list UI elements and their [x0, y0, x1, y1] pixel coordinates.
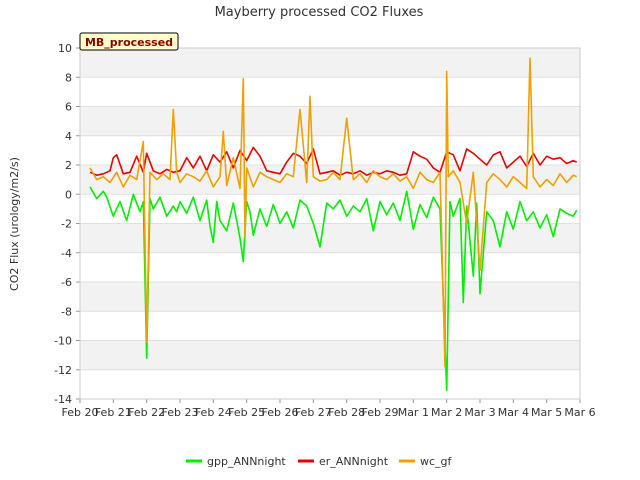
- mb-processed-badge: MB_processed: [79, 32, 179, 51]
- y-tick-label: -14: [54, 393, 72, 406]
- x-tick-label: Mar 2: [431, 406, 462, 419]
- x-tick-label: Feb 20: [62, 406, 99, 419]
- x-tick-label: Mar 1: [398, 406, 429, 419]
- x-tick-label: Feb 23: [162, 406, 199, 419]
- grid-band: [80, 223, 580, 253]
- series-line-gpp-annnight: [89, 186, 578, 392]
- x-tick-label: Feb 27: [295, 406, 332, 419]
- y-tick-label: -10: [54, 335, 72, 348]
- legend-label: wc_gf: [420, 455, 453, 468]
- chart-title: Mayberry processed CO2 Fluxes: [215, 5, 424, 20]
- x-tick-label: Feb 22: [128, 406, 165, 419]
- legend: gpp_ANNnight er_ANNnight wc_gf: [186, 455, 453, 468]
- grid-band: [80, 282, 580, 312]
- x-tick-label: Mar 3: [464, 406, 495, 419]
- y-tick-label: -2: [61, 218, 72, 231]
- x-tick-label: Feb 28: [328, 406, 365, 419]
- y-tick-label: 8: [65, 71, 72, 84]
- y-tick-label: -12: [54, 364, 72, 377]
- badge-label: MB_processed: [85, 36, 173, 49]
- x-tick-label: Feb 21: [95, 406, 132, 419]
- x-tick-label: Feb 26: [262, 406, 299, 419]
- x-tick-label: Feb 25: [228, 406, 265, 419]
- series-line-er-annnight: [89, 146, 578, 176]
- y-axis: -14 -12 -10 -8 -6 -4 -2 0 2 4 6 8 10: [54, 42, 80, 406]
- plot-background: [80, 48, 580, 370]
- x-tick-label: Feb 29: [362, 406, 399, 419]
- grid-band: [80, 340, 580, 370]
- x-tick-label: Mar 6: [564, 406, 595, 419]
- y-tick-label: 2: [65, 159, 72, 172]
- x-tick-label: Feb 24: [195, 406, 232, 419]
- y-tick-label: 6: [65, 101, 72, 114]
- plot-border: [79, 47, 581, 400]
- series-line-wc-gf: [89, 57, 578, 368]
- x-tick-label: Mar 5: [531, 406, 562, 419]
- x-tick-label: Mar 4: [498, 406, 529, 419]
- legend-label: er_ANNnight: [319, 455, 389, 468]
- y-tick-label: -8: [61, 305, 72, 318]
- legend-label: gpp_ANNnight: [207, 455, 286, 468]
- y-axis-label: CO2 Flux (urology/m2/s): [8, 157, 21, 291]
- y-tick-label: -6: [61, 276, 72, 289]
- y-tick-label: 10: [58, 42, 72, 55]
- grid-band: [80, 165, 580, 195]
- data-series: [89, 57, 578, 392]
- grid-band: [80, 48, 580, 78]
- y-tick-label: -4: [61, 247, 72, 260]
- y-tick-label: 0: [65, 188, 72, 201]
- y-tick-label: 4: [65, 130, 72, 143]
- grid-band: [80, 106, 580, 136]
